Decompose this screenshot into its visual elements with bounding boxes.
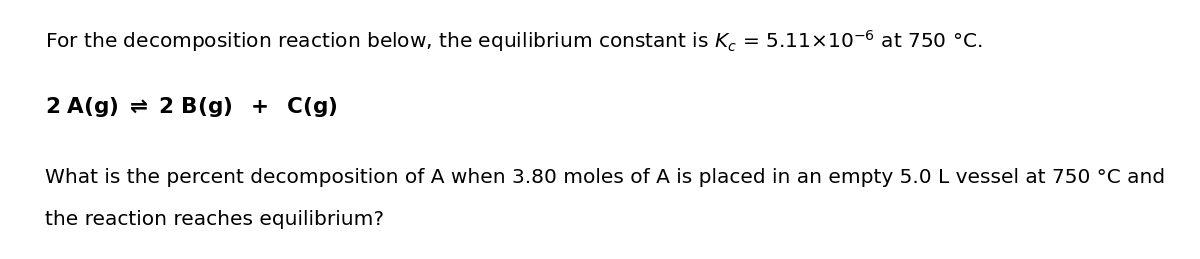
Text: $\mathbf{2\ A(g)\ \rightleftharpoons\ 2\ B(g)\ \ +\ \ C(g)}$: $\mathbf{2\ A(g)\ \rightleftharpoons\ 2\… — [46, 95, 337, 119]
Text: What is the percent decomposition of A when 3.80 moles of A is placed in an empt: What is the percent decomposition of A w… — [46, 168, 1165, 187]
Text: For the decomposition reaction below, the equilibrium constant is $\mathit{K}_c$: For the decomposition reaction below, th… — [46, 28, 983, 54]
Text: the reaction reaches equilibrium?: the reaction reaches equilibrium? — [46, 210, 384, 229]
